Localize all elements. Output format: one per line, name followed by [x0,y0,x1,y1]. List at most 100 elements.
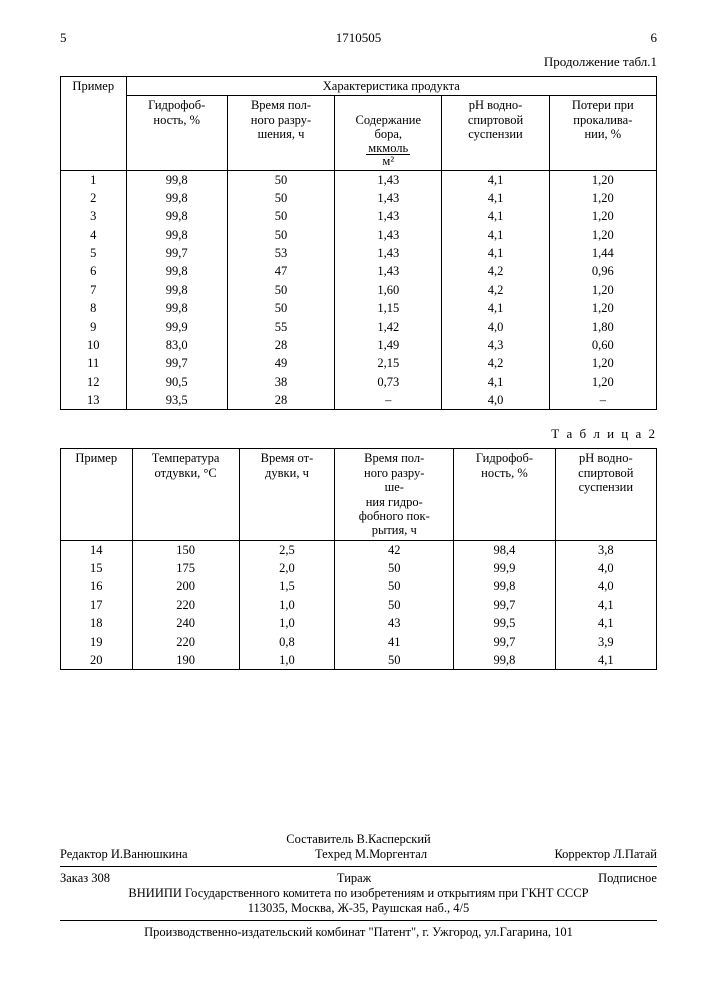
table-cell: 90,5 [126,373,227,391]
table-cell: 4,3 [442,336,549,354]
table1-continuation: Продолжение табл.1 [60,54,657,70]
table-row: 141502,54298,43,8 [61,540,657,559]
table-cell: 4,1 [555,596,656,614]
table-cell: 55 [227,318,334,336]
table-cell: 1,43 [335,207,442,225]
table-cell: 99,5 [454,614,555,632]
t2-col-primer: Пример [61,449,133,540]
t1-col-hydro: Гидрофоб- ность, % [126,96,227,170]
table-row: 199,8501,434,11,20 [61,170,657,189]
table-cell: 43 [335,614,454,632]
t1-col-time: Время пол- ного разру- шения, ч [227,96,334,170]
table-cell: 99,7 [454,633,555,651]
table-cell: 4,1 [555,614,656,632]
table-cell: 99,8 [126,207,227,225]
table-cell: 1,44 [549,244,656,262]
table-row: 172201,05099,74,1 [61,596,657,614]
patent-number: 1710505 [336,30,382,46]
table-cell: 4,1 [442,207,549,225]
table-cell: 1,49 [335,336,442,354]
table-cell: 50 [227,299,334,317]
table-cell: 2,0 [239,559,334,577]
table-cell: 11 [61,354,127,372]
table-cell: 1 [61,170,127,189]
vniipi-line2: 113035, Москва, Ж-35, Раушская наб., 4/5 [60,901,657,916]
table-cell: 5 [61,244,127,262]
table-cell: 28 [227,336,334,354]
table-cell: 1,20 [549,207,656,225]
table-cell: 4,0 [442,391,549,410]
table-cell: 240 [132,614,239,632]
table-cell: 1,60 [335,281,442,299]
table-cell: 7 [61,281,127,299]
t2-col-hydro: Гидрофоб- ность, % [454,449,555,540]
table-cell: 4 [61,226,127,244]
table-cell: – [335,391,442,410]
table-row: 299,8501,434,11,20 [61,189,657,207]
table-cell: 4,1 [442,170,549,189]
t2-col-time-otd: Время от- дувки, ч [239,449,334,540]
table-cell: 8 [61,299,127,317]
corrector: Корректор Л.Патай [554,847,657,862]
table-cell: 150 [132,540,239,559]
table-cell: 1,20 [549,170,656,189]
table-cell: 0,73 [335,373,442,391]
table-2: Пример Температура отдувки, °С Время от-… [60,448,657,670]
t1-col-primer: Пример [61,77,127,171]
t1-col-ph: рН водно- спиртовой суспензии [442,96,549,170]
t2-col-time-razr: Время пол- ного разру- ше- ния гидро- фо… [335,449,454,540]
table-row: 499,8501,434,11,20 [61,226,657,244]
table-cell: 47 [227,262,334,280]
table-cell: 99,7 [454,596,555,614]
t1-col-boron: Содержание бора, мкмольм² [335,96,442,170]
table-row: 599,7531,434,11,44 [61,244,657,262]
table-cell: 99,8 [126,170,227,189]
table-cell: 50 [335,559,454,577]
table-cell: 17 [61,596,133,614]
t1-main-header: Характеристика продукта [126,77,656,96]
table-cell: 4,0 [555,577,656,595]
table-cell: 1,0 [239,596,334,614]
table-cell: 4,1 [442,226,549,244]
table-cell: 0,8 [239,633,334,651]
table-row: 999,9551,424,01,80 [61,318,657,336]
table-cell: 200 [132,577,239,595]
table-cell: 9 [61,318,127,336]
table-cell: 2,15 [335,354,442,372]
table-cell: – [549,391,656,410]
table-cell: 1,43 [335,244,442,262]
table-cell: 220 [132,596,239,614]
table-cell: 14 [61,540,133,559]
table-cell: 175 [132,559,239,577]
table-cell: 83,0 [126,336,227,354]
table-cell: 42 [335,540,454,559]
table-cell: 99,8 [126,189,227,207]
table-cell: 1,43 [335,189,442,207]
footer-block: Составитель В.Касперский Редактор И.Ваню… [60,832,657,940]
table-cell: 99,8 [126,281,227,299]
table-cell: 6 [61,262,127,280]
table-cell: 4,1 [555,651,656,670]
table-row: 699,8471,434,20,96 [61,262,657,280]
table-cell: 4,2 [442,281,549,299]
table-cell: 1,20 [549,281,656,299]
table-cell: 3 [61,207,127,225]
table-cell: 4,1 [442,373,549,391]
table-row: 162001,55099,84,0 [61,577,657,595]
table-cell: 99,9 [126,318,227,336]
table-row: 799,8501,604,21,20 [61,281,657,299]
table-cell: 50 [335,577,454,595]
table-cell: 50 [227,281,334,299]
table-row: 192200,84199,73,9 [61,633,657,651]
table-cell: 50 [227,170,334,189]
table-cell: 18 [61,614,133,632]
table-cell: 28 [227,391,334,410]
techred: Техред М.Моргентал [315,847,427,862]
table-cell: 1,20 [549,354,656,372]
table-cell: 49 [227,354,334,372]
table-cell: 99,8 [454,651,555,670]
table-cell: 98,4 [454,540,555,559]
table-cell: 1,80 [549,318,656,336]
table-cell: 50 [335,651,454,670]
table-cell: 1,5 [239,577,334,595]
